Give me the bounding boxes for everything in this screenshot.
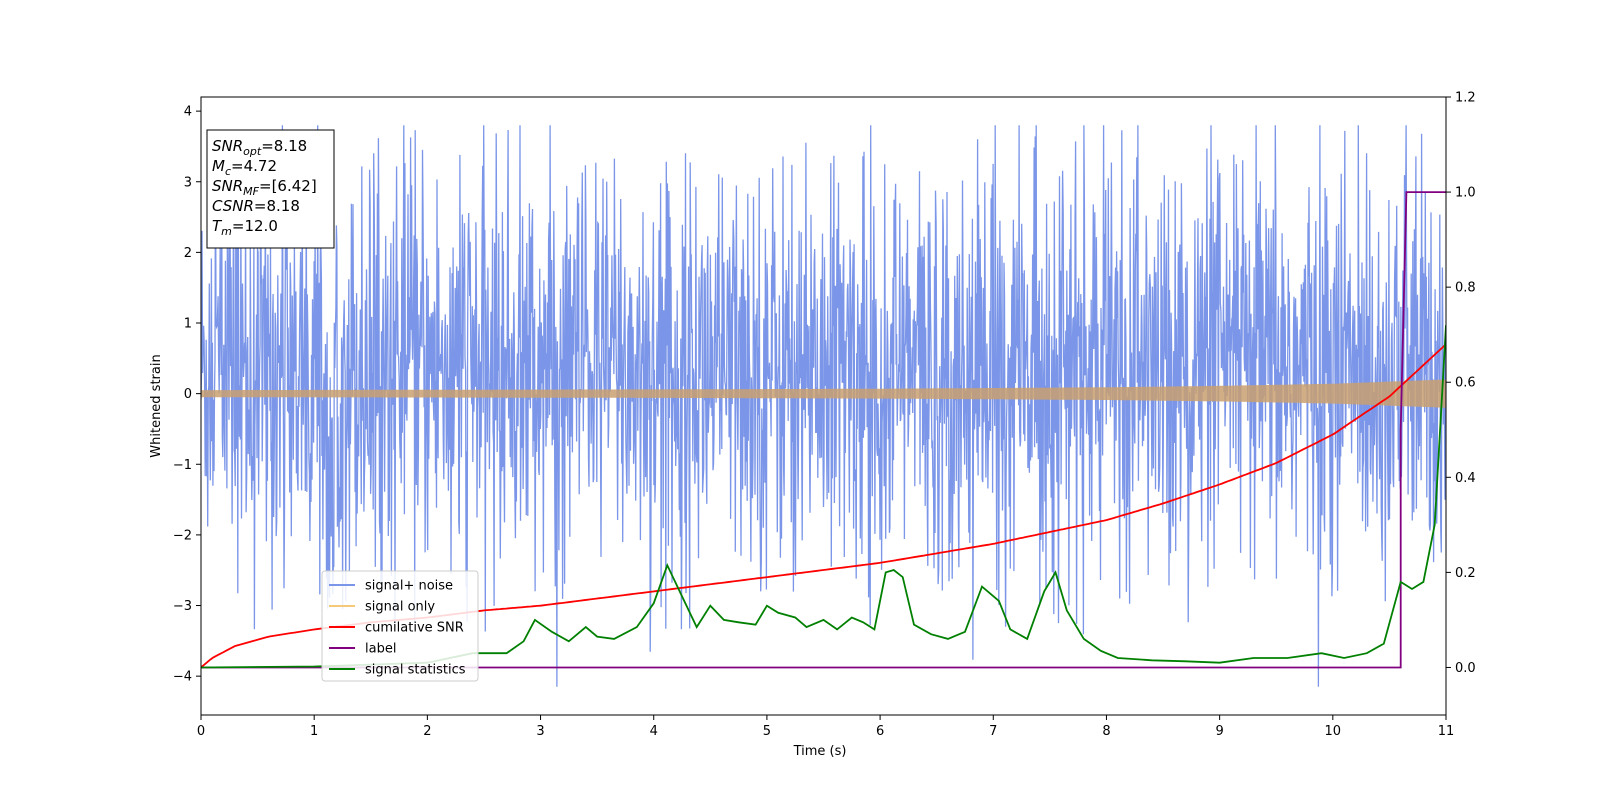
x-tick-label: 5 — [763, 724, 771, 739]
x-tick-label: 6 — [876, 724, 884, 739]
legend-label: signal only — [365, 600, 435, 615]
y-left-tick-label: −4 — [173, 670, 192, 685]
y-right-tick-label: 0.0 — [1455, 661, 1476, 676]
x-tick-label: 10 — [1325, 724, 1342, 739]
y-right-tick-label: 0.4 — [1455, 471, 1476, 486]
x-tick-label: 8 — [1102, 724, 1110, 739]
x-tick-label: 2 — [423, 724, 431, 739]
series-signal-only — [201, 379, 1446, 408]
series-signal-noise — [201, 125, 1446, 687]
legend: signal+ noise signal only cumilative SNR la… — [321, 570, 479, 682]
y-left-tick-label: −3 — [173, 599, 192, 614]
y-axis-left: 4 3 2 1 0 −1 −2 −3 −4 — [173, 105, 201, 685]
y-right-tick-label: 1.0 — [1455, 186, 1476, 201]
y-left-tick-label: 1 — [184, 317, 192, 332]
legend-label: label — [365, 642, 396, 657]
x-axis-label: Time (s) — [793, 744, 847, 759]
x-tick-label: 11 — [1438, 724, 1455, 739]
legend-label: signal+ noise — [365, 579, 453, 594]
y-left-tick-label: −1 — [173, 458, 192, 473]
annotation-line: Tm=12.0 — [212, 217, 278, 238]
series-label — [201, 191, 1446, 669]
legend-label: cumilative SNR — [365, 621, 464, 636]
y-left-tick-label: −2 — [173, 528, 192, 543]
x-axis: 0 1 2 3 4 5 6 7 8 9 10 11 — [197, 715, 1454, 739]
x-tick-label: 3 — [536, 724, 544, 739]
x-tick-label: 4 — [650, 724, 658, 739]
x-tick-label: 0 — [197, 724, 205, 739]
axes-frame — [200, 96, 1447, 716]
annotation-line: SNRopt=8.18 — [212, 137, 307, 158]
annotation-line: SNRMF=[6.42] — [212, 177, 317, 198]
y-left-tick-label: 3 — [184, 175, 192, 190]
y-right-tick-label: 1.2 — [1455, 91, 1476, 106]
y-right-tick-label: 0.8 — [1455, 281, 1476, 296]
annotation-line: Mc=4.72 — [212, 157, 277, 178]
y-left-tick-label: 4 — [184, 105, 192, 120]
y-axis-label: Whitened strain — [149, 354, 164, 457]
x-tick-label: 9 — [1215, 724, 1223, 739]
x-tick-label: 1 — [310, 724, 318, 739]
x-tick-label: 7 — [989, 724, 997, 739]
legend-label: signal statistics — [365, 663, 466, 678]
y-left-tick-label: 2 — [184, 246, 192, 261]
y-axis-right: 1.2 1.0 0.8 0.6 0.4 0.2 0.0 — [1446, 91, 1476, 676]
series-signal-statistics — [201, 325, 1446, 669]
y-right-tick-label: 0.6 — [1455, 376, 1476, 391]
y-left-tick-label: 0 — [184, 387, 192, 402]
annotation-line: CSNR=8.18 — [212, 197, 300, 215]
y-right-tick-label: 0.2 — [1455, 566, 1476, 581]
